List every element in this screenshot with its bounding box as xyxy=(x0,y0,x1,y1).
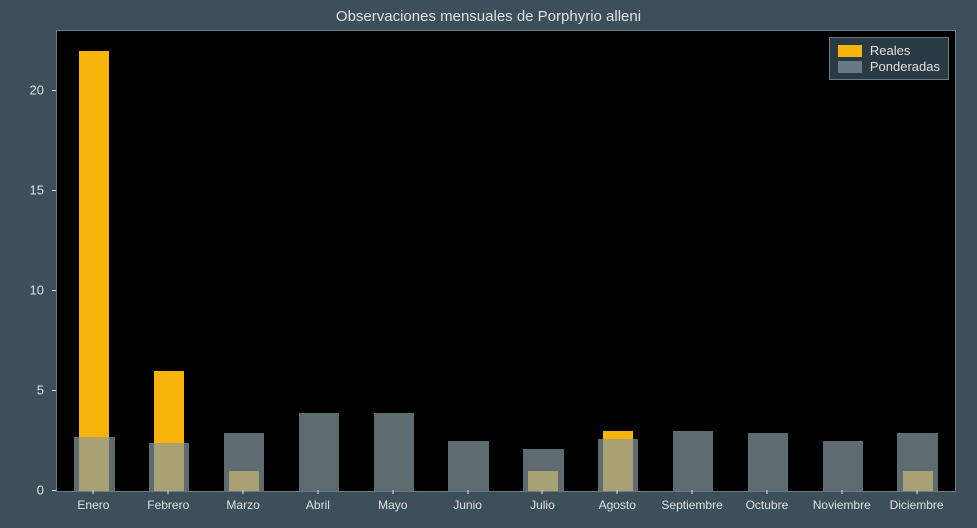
x-tick-label: Julio xyxy=(530,498,555,512)
x-tick-label: Marzo xyxy=(226,498,259,512)
bar-ponderadas xyxy=(374,413,414,491)
bar-ponderadas xyxy=(523,449,563,491)
x-tick-label: Octubre xyxy=(746,498,789,512)
legend-label-ponderadas: Ponderadas xyxy=(870,59,940,74)
x-tick-label: Agosto xyxy=(599,498,636,512)
y-tick-label: 10 xyxy=(30,283,44,298)
bar-ponderadas xyxy=(897,433,937,491)
x-tick-label: Junio xyxy=(453,498,482,512)
y-tick-mark xyxy=(52,490,56,491)
x-tick-mark xyxy=(467,490,468,494)
y-tick-label: 20 xyxy=(30,83,44,98)
x-tick-mark xyxy=(93,490,94,494)
x-tick-label: Septiembre xyxy=(661,498,722,512)
x-tick-label: Noviembre xyxy=(813,498,871,512)
bar-ponderadas xyxy=(823,441,863,491)
bar-ponderadas xyxy=(74,437,114,491)
x-tick-label: Mayo xyxy=(378,498,407,512)
bar-reales xyxy=(79,51,109,491)
x-tick-mark xyxy=(392,490,393,494)
x-tick-label: Diciembre xyxy=(890,498,944,512)
y-tick-mark xyxy=(52,190,56,191)
x-tick-mark xyxy=(617,490,618,494)
bar-ponderadas xyxy=(673,431,713,491)
chart-title: Observaciones mensuales de Porphyrio all… xyxy=(0,8,977,25)
x-tick-mark xyxy=(243,490,244,494)
legend-swatch-reales xyxy=(838,45,862,57)
chart-container: Observaciones mensuales de Porphyrio all… xyxy=(0,0,977,528)
plot-area: Reales Ponderadas xyxy=(56,30,956,492)
bar-ponderadas xyxy=(299,413,339,491)
y-axis: 05101520 xyxy=(0,30,50,490)
x-tick-mark xyxy=(692,490,693,494)
y-tick-label: 5 xyxy=(37,383,44,398)
x-tick-label: Abril xyxy=(306,498,330,512)
legend-swatch-ponderadas xyxy=(838,61,862,73)
bar-ponderadas xyxy=(224,433,264,491)
x-tick-mark xyxy=(542,490,543,494)
legend-label-reales: Reales xyxy=(870,43,910,58)
bar-ponderadas xyxy=(448,441,488,491)
x-tick-mark xyxy=(841,490,842,494)
legend-item-ponderadas: Ponderadas xyxy=(838,59,940,74)
bar-ponderadas xyxy=(149,443,189,491)
y-tick-label: 0 xyxy=(37,483,44,498)
y-tick-mark xyxy=(52,90,56,91)
legend: Reales Ponderadas xyxy=(829,37,949,80)
y-tick-mark xyxy=(52,290,56,291)
x-tick-mark xyxy=(916,490,917,494)
x-tick-label: Enero xyxy=(77,498,109,512)
x-tick-mark xyxy=(317,490,318,494)
legend-item-reales: Reales xyxy=(838,43,940,58)
x-tick-label: Febrero xyxy=(147,498,189,512)
bar-ponderadas xyxy=(748,433,788,491)
x-axis: Enero Febrero Marzo Abril Mayo Junio Julio Agos… xyxy=(56,492,954,522)
bar-ponderadas xyxy=(598,439,638,491)
x-tick-mark xyxy=(168,490,169,494)
x-tick-mark xyxy=(766,490,767,494)
y-tick-label: 15 xyxy=(30,183,44,198)
y-tick-mark xyxy=(52,390,56,391)
